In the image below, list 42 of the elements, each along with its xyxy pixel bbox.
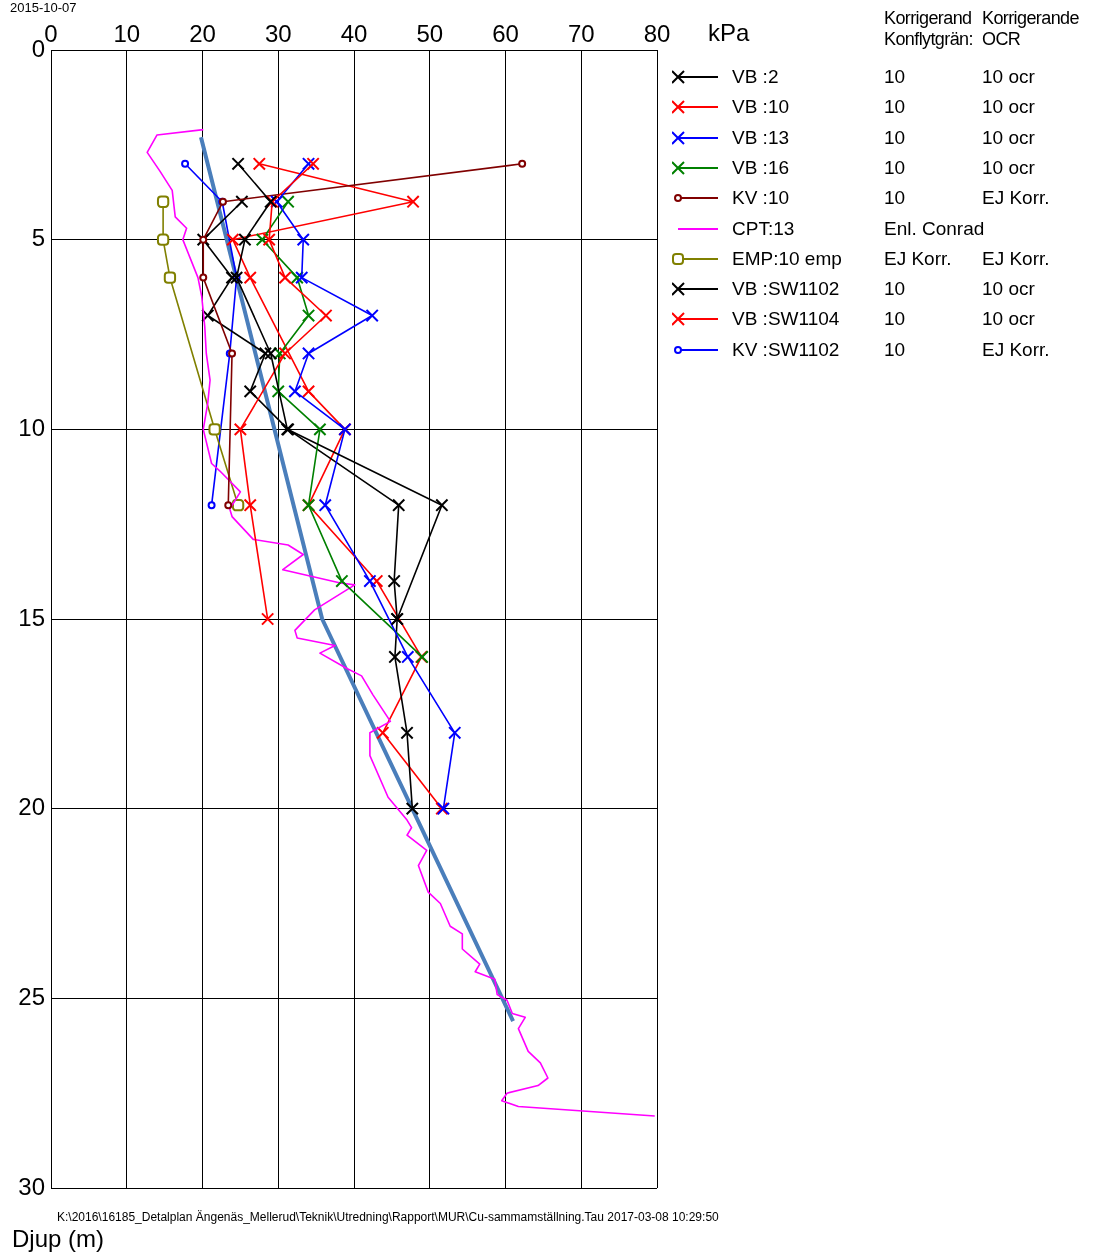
y-tick-label: 20: [18, 793, 45, 821]
legend-label: VB :13: [732, 126, 790, 149]
text: Korrigerand: [884, 8, 972, 29]
x-tick-label: 20: [189, 20, 216, 48]
y-axis-title: Djup (m): [12, 1224, 105, 1252]
y-tick-label: 10: [18, 413, 45, 441]
text: 10 10 ocr: [884, 156, 1035, 178]
legend-label: EMP:10 emp: [732, 247, 842, 270]
legend-label: KV :10: [732, 187, 790, 210]
x-tick-label: 40: [340, 20, 368, 48]
x-tick-label: 70: [567, 20, 595, 48]
text: 10 10 ocr: [884, 66, 1035, 87]
legend-label: VB :10: [732, 96, 790, 119]
text: Enl. Conrad: [884, 217, 985, 240]
x-tick-label: 60: [492, 20, 519, 48]
text: Konflytgrän:: [884, 29, 973, 50]
text: 10 10 ocr: [884, 308, 1035, 330]
text: 10 EJ Korr.: [884, 187, 1050, 209]
text: 2015-10-07: [10, 0, 77, 15]
text: Korrigerande: [982, 8, 1079, 29]
text: K:\2016\16185_Detalplan Ängenäs_Mellerud\Teknik\Utredning\Rapport\MUR\Cu-sammamställning.Tau 2017-03-08 10:29:50: [57, 1210, 719, 1224]
x-tick-label: 50: [416, 20, 444, 48]
legend-label: VB :2: [732, 66, 779, 88]
text: 10 10 ocr: [884, 278, 1035, 300]
y-tick-label: 25: [18, 982, 45, 1010]
x-tick-label: 10: [113, 20, 141, 48]
text: 10 10 ocr: [884, 126, 1035, 148]
legend-label: KV :SW1102: [732, 338, 840, 361]
text: 10 EJ Korr.: [884, 338, 1050, 360]
y-tick-label: 30: [18, 1172, 45, 1200]
x-tick-label: 80: [643, 20, 671, 48]
legend-label: CPT:13: [732, 217, 795, 240]
text: EJ Korr. EJ Korr.: [884, 247, 1050, 269]
text: OCR: [982, 29, 1021, 50]
text: 10 10 ocr: [884, 96, 1035, 118]
x-axis-title: kPa: [708, 18, 751, 46]
legend-label: VB :SW1102: [732, 278, 840, 301]
legend-label: VB :16: [732, 156, 790, 179]
y-tick-label: 5: [31, 224, 45, 252]
y-tick-label: 15: [18, 603, 45, 631]
x-tick-label: 30: [264, 20, 292, 48]
legend-label: VB :SW1104: [732, 308, 840, 331]
